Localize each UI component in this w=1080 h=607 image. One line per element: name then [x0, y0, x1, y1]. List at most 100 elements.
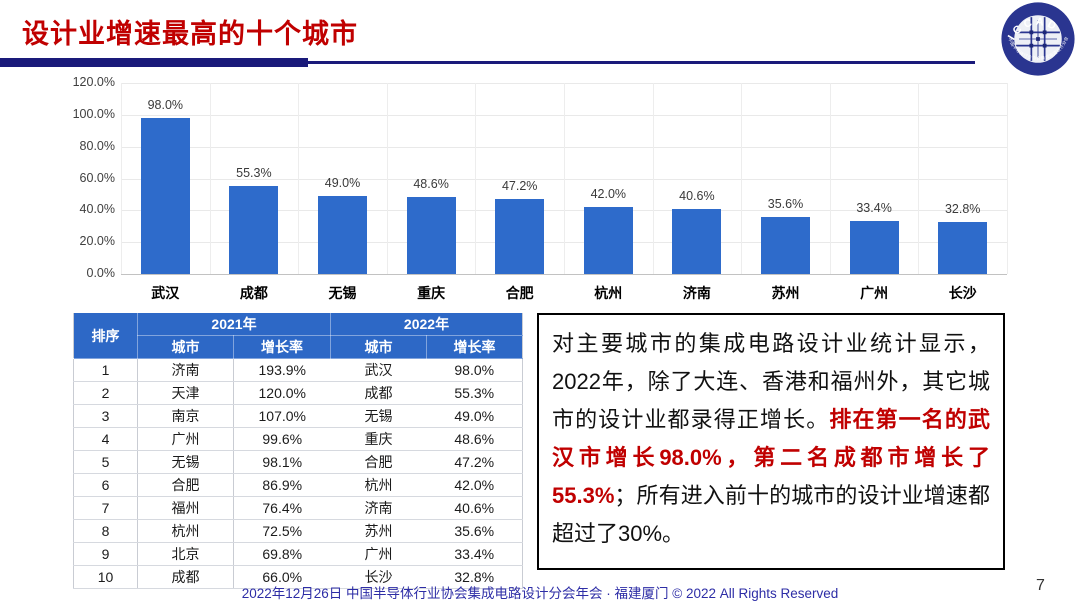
bar-value-label: 33.4% [856, 200, 892, 215]
page-title: 设计业增速最高的十个城市 [22, 19, 358, 49]
table-cell: 济南 [330, 496, 427, 520]
table-cell: 8 [73, 519, 138, 543]
gridline-v [741, 83, 743, 274]
table-cell: 杭州 [330, 473, 427, 497]
y-tick-label: 60.0% [79, 170, 115, 185]
header-sub: 增长率 [233, 335, 331, 359]
table-row: 8 杭州 72.5% 苏州 35.6% [73, 519, 523, 543]
table-cell: 福州 [137, 496, 234, 520]
table-cell: 86.9% [233, 473, 331, 497]
gridline-v [121, 83, 122, 274]
x-tick-label: 无锡 [328, 285, 357, 301]
x-tick-label: 杭州 [594, 285, 623, 301]
page-number: 7 [1036, 577, 1045, 594]
table-cell: 合肥 [137, 473, 234, 497]
bar-广州 [849, 220, 899, 274]
table-row: 1 济南 193.9% 武汉 98.0% [73, 358, 523, 382]
commentary-box: 对主要城市的集成电路设计业统计显示，2022年，除了大连、香港和福州外，其它城市… [537, 313, 1005, 570]
table-cell: 9 [73, 542, 138, 566]
table-row: 9 北京 69.8% 广州 33.4% [73, 542, 523, 566]
table-cell: 杭州 [137, 519, 234, 543]
header-sub: 增长率 [426, 335, 523, 359]
table-row: 4 广州 99.6% 重庆 48.6% [73, 427, 523, 451]
table-cell: 7 [73, 496, 138, 520]
table-cell: 55.3% [426, 381, 523, 405]
table-cell: 47.2% [426, 450, 523, 474]
table-row: 6 合肥 86.9% 杭州 42.0% [73, 473, 523, 497]
table-row: 5 无锡 98.1% 合肥 47.2% [73, 450, 523, 474]
logo-grid-nodes [1029, 30, 1047, 48]
title-divider-thick [0, 58, 308, 67]
x-tick-label: 长沙 [948, 285, 977, 301]
bar-济南 [672, 209, 722, 274]
bar-value-label: 47.2% [501, 178, 538, 193]
table-cell: 无锡 [137, 450, 234, 474]
x-tick-label: 济南 [682, 285, 711, 301]
x-tick-label: 合肥 [505, 285, 534, 301]
table-cell: 北京 [137, 542, 234, 566]
table-cell: 66.0% [233, 565, 331, 589]
table-row: 3 南京 107.0% 无锡 49.0% [73, 404, 523, 428]
gridline-v [298, 83, 300, 274]
table-cell: 76.4% [233, 496, 331, 520]
x-tick-label: 苏州 [771, 285, 800, 301]
x-tick-label: 成都 [239, 285, 268, 301]
y-tick-label: 100.0% [72, 106, 115, 121]
table-cell: 无锡 [330, 404, 427, 428]
bar-value-label: 42.0% [590, 187, 627, 202]
table-cell: 35.6% [426, 519, 523, 543]
bar-无锡 [318, 196, 367, 274]
table-cell: 3 [73, 404, 138, 428]
table-cell: 成都 [330, 381, 427, 405]
bar-value-label: 32.8% [944, 201, 981, 216]
gridline-v [829, 83, 831, 274]
table-cell: 合肥 [330, 450, 427, 474]
table-cell: 107.0% [233, 404, 331, 428]
bar-杭州 [583, 207, 633, 274]
table-cell: 武汉 [330, 358, 427, 382]
y-tick-label: 20.0% [79, 234, 115, 249]
x-tick-label: 武汉 [151, 285, 180, 301]
gridline-v [209, 83, 211, 274]
y-tick-label: 120.0% [72, 75, 115, 89]
table-cell: 南京 [137, 404, 234, 428]
header-rank: 排序 [73, 313, 138, 359]
bar-长沙 [938, 221, 988, 274]
table-cell: 40.6% [426, 496, 523, 520]
x-tick-label: 重庆 [417, 285, 446, 301]
bar-成都 [229, 186, 279, 274]
table-cell: 天津 [137, 381, 234, 405]
gridline-v [564, 83, 565, 274]
table-cell: 5 [73, 450, 138, 474]
bar-合肥 [495, 198, 545, 274]
table-cell: 10 [73, 565, 138, 589]
table-cell: 济南 [137, 358, 234, 382]
header-sub: 城市 [330, 335, 427, 359]
gridline-v [918, 83, 920, 274]
table-cell: 120.0% [233, 381, 331, 405]
table-cell: 98.0% [426, 358, 523, 382]
table-cell: 1 [73, 358, 138, 382]
table-cell: 99.6% [233, 427, 331, 451]
table-cell: 72.5% [233, 519, 331, 543]
bar-value-label: 49.0% [324, 176, 361, 190]
iccad-logo: ICCAD 中国半导体行业协会集成电路设计分会 [1001, 2, 1075, 76]
table-cell: 48.6% [426, 427, 523, 451]
table-row: 10 成都 66.0% 长沙 32.8% [73, 565, 523, 589]
title-divider-thin [308, 61, 975, 64]
table-cell: 6 [73, 473, 138, 497]
bar-武汉 [140, 118, 190, 274]
bar-value-label: 35.6% [767, 197, 804, 212]
table-cell: 4 [73, 427, 138, 451]
table-cell: 苏州 [330, 519, 427, 543]
header-year: 2021年 [137, 313, 331, 336]
gridline-v [652, 83, 654, 274]
table-cell: 193.9% [233, 358, 331, 382]
table-cell: 广州 [137, 427, 234, 451]
bar-value-label: 55.3% [236, 166, 272, 180]
growth-bar-chart: 0.0% 20.0% 40.0% 60.0% 80.0% 100.0% 120.0% 98.0… [73, 75, 1012, 308]
table-cell: 广州 [330, 542, 427, 566]
footer-text: 2022年12月26日 中国半导体行业协会集成电路设计分会年会 · 福建厦门 ©… [241, 586, 839, 601]
gridline-v [386, 83, 388, 274]
commentary-highlight: 排在第一名的武汉市增长98.0%，第二名成都市增长了55.3% [552, 407, 990, 508]
